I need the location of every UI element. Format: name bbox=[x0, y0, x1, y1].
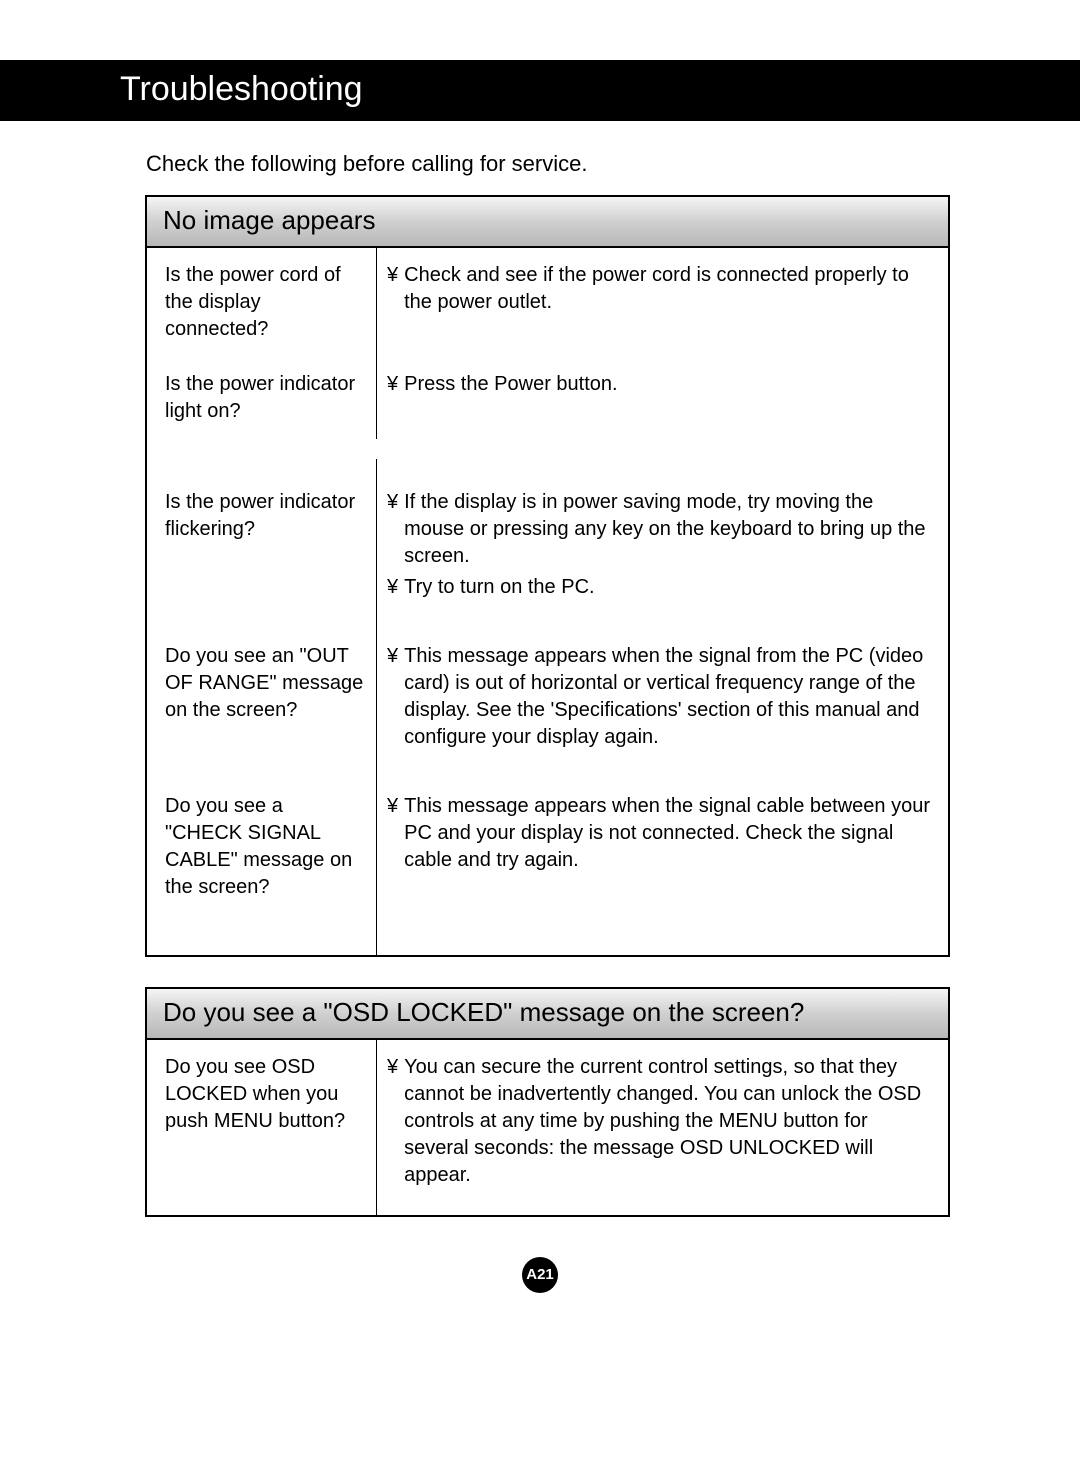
bullet-icon: ¥ bbox=[387, 574, 404, 601]
bullet-icon: ¥ bbox=[387, 1054, 404, 1189]
question-cell: Do you see OSD LOCKED when you push MENU… bbox=[147, 1040, 377, 1207]
answer-text: Try to turn on the PC. bbox=[404, 574, 930, 601]
table-row: Do you see a "CHECK SIGNAL CABLE" messag… bbox=[147, 769, 948, 915]
answer-text: This message appears when the signal fro… bbox=[404, 643, 930, 751]
question-cell bbox=[147, 915, 377, 955]
question-cell: Do you see a "CHECK SIGNAL CABLE" messag… bbox=[147, 769, 377, 915]
troubleshoot-box-no-image: No image appears Is the power cord of th… bbox=[145, 195, 950, 957]
table-row: Is the power cord of the display connect… bbox=[147, 248, 948, 357]
table-row bbox=[147, 915, 948, 955]
box-header: Do you see a "OSD LOCKED" message on the… bbox=[147, 989, 948, 1040]
bullet-item: ¥ You can secure the current control set… bbox=[387, 1054, 930, 1189]
page-number-badge: A21 bbox=[522, 1257, 558, 1293]
bullet-item: ¥ This message appears when the signal f… bbox=[387, 643, 930, 751]
intro-text: Check the following before calling for s… bbox=[146, 151, 980, 177]
answer-cell: ¥ If the display is in power saving mode… bbox=[377, 459, 948, 619]
bullet-item: ¥ If the display is in power saving mode… bbox=[387, 489, 930, 570]
bullet-icon: ¥ bbox=[387, 643, 404, 751]
table-row: Do you see OSD LOCKED when you push MENU… bbox=[147, 1040, 948, 1207]
bullet-icon: ¥ bbox=[387, 371, 404, 398]
page-number: A21 bbox=[100, 1257, 980, 1293]
answer-cell: ¥ Check and see if the power cord is con… bbox=[377, 248, 948, 357]
answer-text: This message appears when the signal cab… bbox=[404, 793, 930, 874]
bullet-item: ¥ Check and see if the power cord is con… bbox=[387, 262, 930, 316]
bullet-item: ¥ This message appears when the signal c… bbox=[387, 793, 930, 874]
bullet-icon: ¥ bbox=[387, 262, 404, 316]
table-row bbox=[147, 1207, 948, 1215]
manual-page: Troubleshooting Check the following befo… bbox=[0, 0, 1080, 1333]
bullet-icon: ¥ bbox=[387, 793, 404, 874]
table-row: Is the power indicator flickering? ¥ If … bbox=[147, 439, 948, 619]
question-cell: Is the power indicator light on? bbox=[147, 357, 377, 439]
answer-text: Check and see if the power cord is conne… bbox=[404, 262, 930, 316]
answer-cell bbox=[377, 915, 948, 955]
answer-text: You can secure the current control setti… bbox=[404, 1054, 930, 1189]
question-cell: Do you see an "OUT OF RANGE" message on … bbox=[147, 619, 377, 769]
title-bar: Troubleshooting bbox=[0, 60, 1080, 121]
box-header: No image appears bbox=[147, 197, 948, 248]
answer-cell: ¥ You can secure the current control set… bbox=[377, 1040, 948, 1207]
answer-cell: ¥ This message appears when the signal f… bbox=[377, 619, 948, 769]
bullet-item: ¥ Try to turn on the PC. bbox=[387, 574, 930, 601]
bullet-icon: ¥ bbox=[387, 489, 404, 570]
page-title: Troubleshooting bbox=[20, 70, 1060, 109]
answer-cell: ¥ Press the Power button. bbox=[377, 357, 948, 439]
answer-text: Press the Power button. bbox=[404, 371, 930, 398]
question-cell: Is the power indicator flickering? bbox=[147, 459, 377, 619]
bullet-item: ¥ Press the Power button. bbox=[387, 371, 930, 398]
troubleshoot-box-osd-locked: Do you see a "OSD LOCKED" message on the… bbox=[145, 987, 950, 1217]
table-row: Is the power indicator light on? ¥ Press… bbox=[147, 357, 948, 439]
question-cell: Is the power cord of the display connect… bbox=[147, 248, 377, 357]
answer-text: If the display is in power saving mode, … bbox=[404, 489, 930, 570]
table-row: Do you see an "OUT OF RANGE" message on … bbox=[147, 619, 948, 769]
answer-cell: ¥ This message appears when the signal c… bbox=[377, 769, 948, 915]
